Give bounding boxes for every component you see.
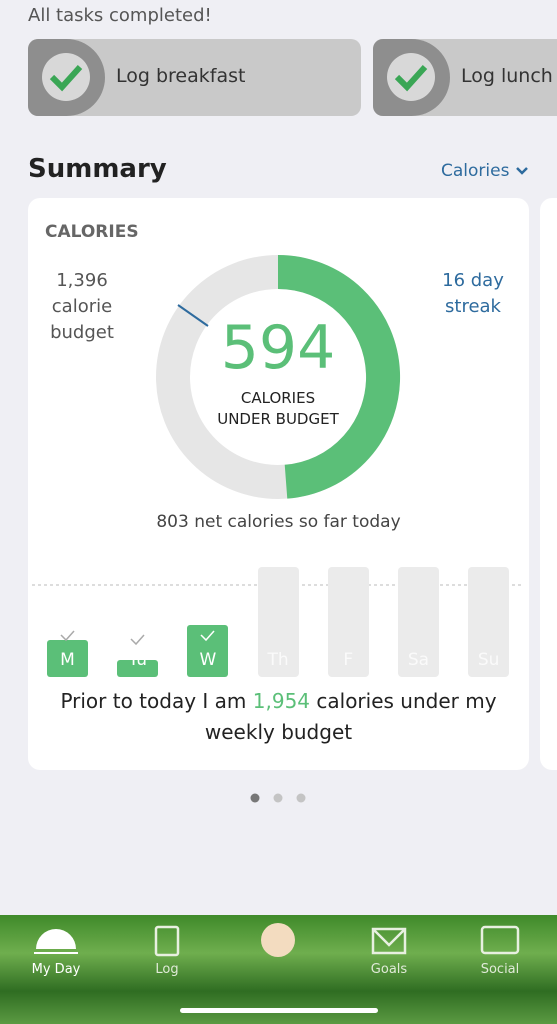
card-graphics — [32, 255, 524, 677]
streak-line: 16 day — [442, 270, 504, 291]
selector-label: Calories — [441, 161, 510, 181]
budget-line-text: budget — [50, 322, 114, 343]
day-label: M — [60, 650, 75, 670]
social-icon — [480, 925, 520, 955]
budget-line-text: 1,396 — [56, 270, 108, 291]
metric-selector[interactable]: Calories — [441, 161, 529, 181]
streak-text[interactable]: 16 day streak — [423, 268, 523, 320]
tab-label[interactable]: Goals — [370, 962, 408, 977]
check-icon — [42, 53, 90, 101]
task-check — [373, 39, 450, 116]
task-check — [28, 39, 105, 116]
check-icon — [387, 53, 435, 101]
page-dot[interactable] — [250, 793, 260, 803]
weekly-prefix: Prior to today I am — [60, 689, 247, 713]
weekly-line: Prior to today I am 1,954 calories under… — [28, 686, 529, 717]
sun-icon — [36, 929, 76, 949]
tab-label[interactable]: Social — [480, 962, 520, 977]
page-dots — [250, 793, 306, 803]
day-bar — [398, 567, 439, 677]
net-text: 803 net calories so far today — [156, 512, 401, 532]
big-number: 594 — [220, 313, 336, 383]
next-card — [540, 198, 557, 770]
task-label: Log breakfast — [116, 65, 246, 87]
big-caption: CALORIES UNDER BUDGET — [178, 388, 378, 430]
day-bar — [117, 660, 158, 677]
weekly-highlight: 1,954 — [252, 689, 311, 713]
day-label: Sa — [407, 650, 430, 670]
day-check — [130, 634, 145, 646]
page-dot[interactable] — [273, 793, 283, 803]
day-bar — [187, 625, 228, 677]
card-heading: CALORIES — [45, 222, 139, 242]
section-title: Summary — [28, 154, 167, 184]
status-text: All tasks completed! — [28, 5, 212, 26]
day-bar — [258, 567, 299, 677]
log-icon — [154, 925, 180, 957]
streak-line: streak — [445, 296, 501, 317]
chevron — [515, 167, 528, 175]
weekly-text: Prior to today I am 1,954 calories under… — [28, 686, 529, 748]
goals-icon — [371, 927, 407, 955]
summary-card: CALORIES 1,396 calorie budget 16 day str… — [28, 198, 529, 770]
day-check — [200, 630, 215, 642]
donut-progress — [277, 255, 400, 499]
day-check — [60, 630, 75, 642]
day-bar — [328, 567, 369, 677]
task-label: Log lunch — [461, 65, 553, 87]
donut-marker — [177, 304, 209, 327]
budget-line-text: calorie — [51, 296, 113, 317]
page-dot[interactable] — [296, 793, 306, 803]
tab-label[interactable]: Log — [155, 962, 179, 977]
tab-icons — [34, 923, 520, 1013]
weekly-suffix: calories under my — [316, 689, 497, 713]
tab-label[interactable]: My Day — [31, 962, 81, 977]
day-label: Th — [267, 650, 289, 670]
day-bar — [47, 640, 88, 677]
day-label: Su — [477, 650, 500, 670]
weekly-line: weekly budget — [204, 720, 353, 744]
caption-line: CALORIES — [240, 389, 316, 407]
tab-bar — [0, 915, 557, 1024]
home-indicator — [180, 1008, 378, 1013]
caption-line: UNDER BUDGET — [217, 410, 339, 428]
day-label: F — [343, 650, 354, 670]
budget-text: 1,396 calorie budget — [32, 268, 132, 346]
day-bar — [468, 567, 509, 677]
avatar[interactable] — [261, 923, 295, 957]
day-label: W — [199, 650, 217, 670]
task-card[interactable]: Log lunch — [373, 39, 557, 116]
day-label: Tu — [128, 650, 147, 670]
task-card[interactable]: Log breakfast — [28, 39, 361, 116]
